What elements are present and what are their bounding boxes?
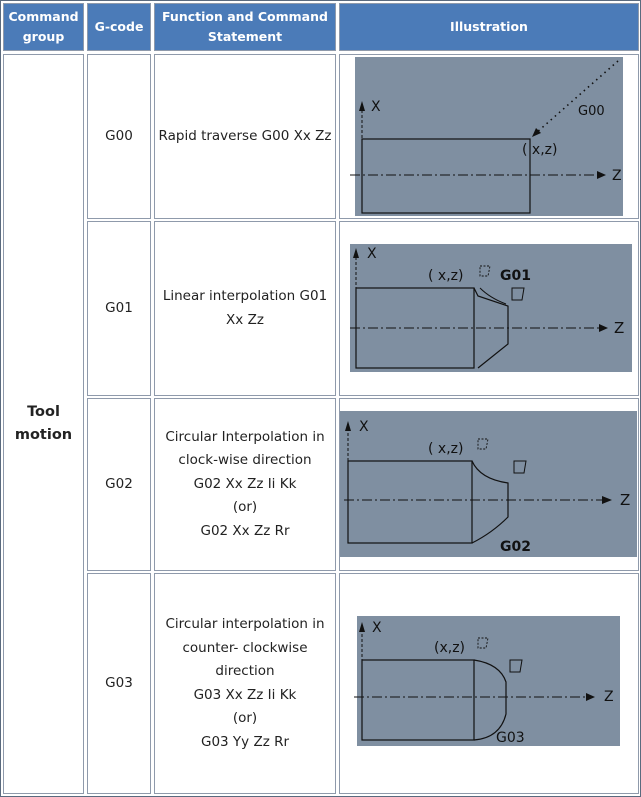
x-axis-label: X [359, 419, 369, 435]
z-axis-arrow [602, 496, 612, 504]
g02-diagram: X Z ( x,z) G02 [340, 411, 637, 557]
tool-path [473, 287, 509, 369]
z-axis-label: Z [604, 689, 614, 705]
function-label: Linear interpolation G01 Xx Zz [162, 288, 328, 328]
code-label: G01 [500, 268, 531, 284]
header-function: Function and Command Statement [154, 3, 336, 51]
header-illustration: Illustration [339, 3, 639, 51]
rapid-arrow [532, 128, 541, 137]
row-g00-code: G00 [87, 54, 151, 219]
tool-end-icon [513, 460, 527, 474]
row-g01-code: G01 [87, 221, 151, 396]
header-gcode-label: G-code [94, 19, 144, 34]
diagram-background [350, 244, 632, 372]
gcode-label: G01 [105, 299, 133, 316]
z-axis-arrow [597, 171, 606, 179]
x-axis-arrow [345, 421, 351, 431]
g01-diagram: X Z ( x,z) G01 [350, 244, 632, 372]
x-axis-label: X [372, 620, 382, 636]
row-g03-code: G03 [87, 573, 151, 794]
gcode-label: G00 [105, 127, 133, 144]
workpiece-outline [361, 659, 475, 741]
workpiece-outline [361, 138, 531, 214]
tool-end-icon [511, 287, 525, 301]
header-gcode: G-code [87, 3, 151, 51]
function-label: Rapid traverse G00 Xx Zz [158, 127, 332, 144]
x-axis-arrow [359, 622, 365, 632]
tool-end-icon [509, 659, 523, 673]
row-g01-illustration: X Z ( x,z) G01 [339, 221, 639, 396]
tool-start-icon [477, 438, 489, 450]
z-axis-arrow [599, 324, 608, 332]
code-label: G02 [500, 539, 531, 555]
x-axis-arrow [359, 101, 365, 111]
x-axis-label: X [367, 246, 377, 262]
z-axis-label: Z [620, 491, 630, 509]
z-axis-label: Z [612, 168, 622, 184]
row-g03-illustration: X Z (x,z) G03 [339, 573, 639, 794]
row-g03-function: Circular interpolation in counter- clock… [154, 573, 336, 794]
row-g00-function: Rapid traverse G00 Xx Zz [154, 54, 336, 219]
point-label: ( x,z) [428, 268, 463, 284]
z-axis-arrow [586, 693, 595, 701]
header-function-label: Function and Command Statement [162, 9, 328, 44]
row-g02-function: Circular Interpolation in clock-wise dir… [154, 398, 336, 571]
point-label: (x,z) [434, 640, 465, 656]
group-label: Tool motion [14, 404, 73, 443]
point-label: ( x,z) [428, 441, 463, 457]
function-label: Circular Interpolation in clock-wise dir… [165, 428, 325, 539]
gcode-label: G03 [105, 674, 133, 691]
workpiece-outline [347, 460, 473, 544]
tool-start-icon [479, 265, 491, 277]
x-axis-arrow [353, 248, 359, 258]
header-command-group-label: Command group [8, 9, 79, 44]
row-g01-function: Linear interpolation G01 Xx Zz [154, 221, 336, 396]
tool-move-arc [479, 287, 507, 305]
diagram-background [355, 57, 623, 216]
header-command-group: Command group [3, 3, 84, 51]
code-label: G00 [578, 104, 605, 119]
row-g02-code: G02 [87, 398, 151, 571]
group-cell-tool-motion: Tool motion [3, 54, 84, 794]
g00-diagram: X Z ( x,z) G00 [350, 57, 623, 216]
z-axis-label: Z [614, 319, 624, 337]
tool-path [473, 659, 507, 741]
gcode-label: G02 [105, 475, 133, 492]
function-label: Circular interpolation in counter- clock… [165, 616, 325, 750]
row-g02-illustration: X Z ( x,z) G02 [339, 398, 639, 571]
code-label: G03 [496, 730, 525, 746]
x-axis-label: X [371, 99, 381, 115]
row-g00-illustration: X Z ( x,z) G00 [339, 54, 639, 219]
header-illustration-label: Illustration [450, 19, 528, 34]
g03-diagram: X Z (x,z) G03 [354, 616, 620, 746]
tool-start-icon [477, 637, 489, 649]
diagram-background [357, 616, 620, 746]
diagram-background [340, 411, 637, 557]
point-label: ( x,z) [522, 142, 557, 158]
